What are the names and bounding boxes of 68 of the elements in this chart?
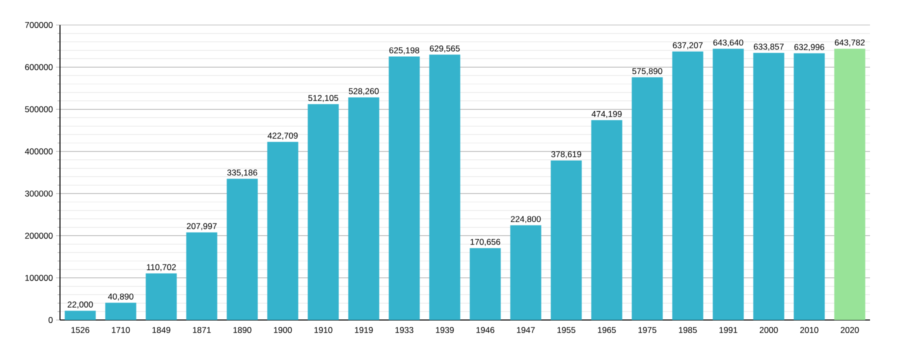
- bar: [308, 104, 339, 320]
- data-label: 633,857: [754, 44, 784, 51]
- x-tick-label: 1910: [314, 327, 332, 334]
- x-tick-label: 2000: [760, 327, 778, 334]
- bar: [388, 56, 420, 320]
- data-label: 512,105: [308, 94, 338, 102]
- y-tick-label: 600000: [25, 64, 53, 70]
- bar: [105, 302, 136, 320]
- bar: [672, 51, 704, 320]
- x-tick-label: 1965: [598, 327, 616, 334]
- data-label: 643,640: [713, 40, 744, 47]
- bar: [470, 248, 501, 320]
- bar: [226, 178, 258, 320]
- x-tick-label: 1526: [71, 327, 90, 334]
- y-tick-label: 500000: [25, 106, 53, 112]
- data-label: 629,565: [430, 45, 460, 52]
- bar: [550, 160, 582, 320]
- bar: [64, 310, 96, 320]
- bar: [348, 97, 380, 320]
- data-label: 378,619: [551, 151, 582, 158]
- x-tick-label: 1890: [233, 327, 252, 334]
- bar: [186, 232, 218, 320]
- bar: [712, 48, 744, 320]
- data-label: 22,000: [68, 302, 93, 309]
- bar: [267, 142, 298, 320]
- y-tick-label: 100000: [25, 274, 53, 281]
- x-tick-label: 1710: [112, 327, 130, 334]
- x-tick-label: 1947: [516, 327, 535, 334]
- y-tick-label: 300000: [25, 190, 53, 197]
- x-tick-label: 1955: [557, 327, 576, 334]
- data-label: 40,890: [108, 294, 134, 301]
- x-tick-label: 1939: [436, 327, 454, 334]
- data-label: 528,260: [348, 88, 379, 96]
- x-tick-label: 1975: [638, 327, 656, 334]
- data-label: 637,207: [672, 42, 703, 50]
- bar: [753, 52, 784, 320]
- x-tick-label: 1991: [719, 327, 738, 334]
- x-tick-label: 1871: [192, 327, 211, 334]
- y-tick-label: 400000: [24, 148, 53, 154]
- bar: [429, 54, 460, 320]
- data-label: 224,800: [510, 216, 541, 224]
- data-label: 625,198: [389, 47, 420, 54]
- data-label: 335,186: [227, 170, 258, 177]
- bar: [591, 120, 622, 320]
- data-label: 422,709: [268, 132, 298, 140]
- y-tick-label: 0: [48, 317, 53, 323]
- y-tick-label: 700000: [25, 22, 53, 28]
- data-label: 643,782: [834, 40, 865, 46]
- bar: [834, 48, 866, 320]
- x-tick-label: 2010: [800, 327, 818, 334]
- x-tick-label: 1900: [274, 327, 292, 334]
- x-tick-label: 1946: [476, 327, 494, 334]
- x-tick-label: 2020: [840, 327, 859, 334]
- data-label: 632,996: [794, 44, 824, 52]
- data-label: 474,199: [592, 110, 622, 118]
- data-label: 170,656: [470, 238, 500, 246]
- data-label: 207,997: [186, 223, 217, 230]
- bar: [510, 225, 542, 320]
- bar: [794, 53, 825, 320]
- x-tick-label: 1919: [354, 327, 373, 334]
- bar: [632, 77, 663, 320]
- y-tick-label: 200000: [25, 232, 53, 239]
- data-label: 575,890: [632, 68, 662, 76]
- x-tick-label: 1985: [678, 327, 697, 334]
- x-tick-label: 1849: [152, 327, 170, 334]
- x-tick-label: 1933: [395, 327, 414, 334]
- data-label: 110,702: [146, 264, 176, 272]
- bar: [146, 273, 177, 320]
